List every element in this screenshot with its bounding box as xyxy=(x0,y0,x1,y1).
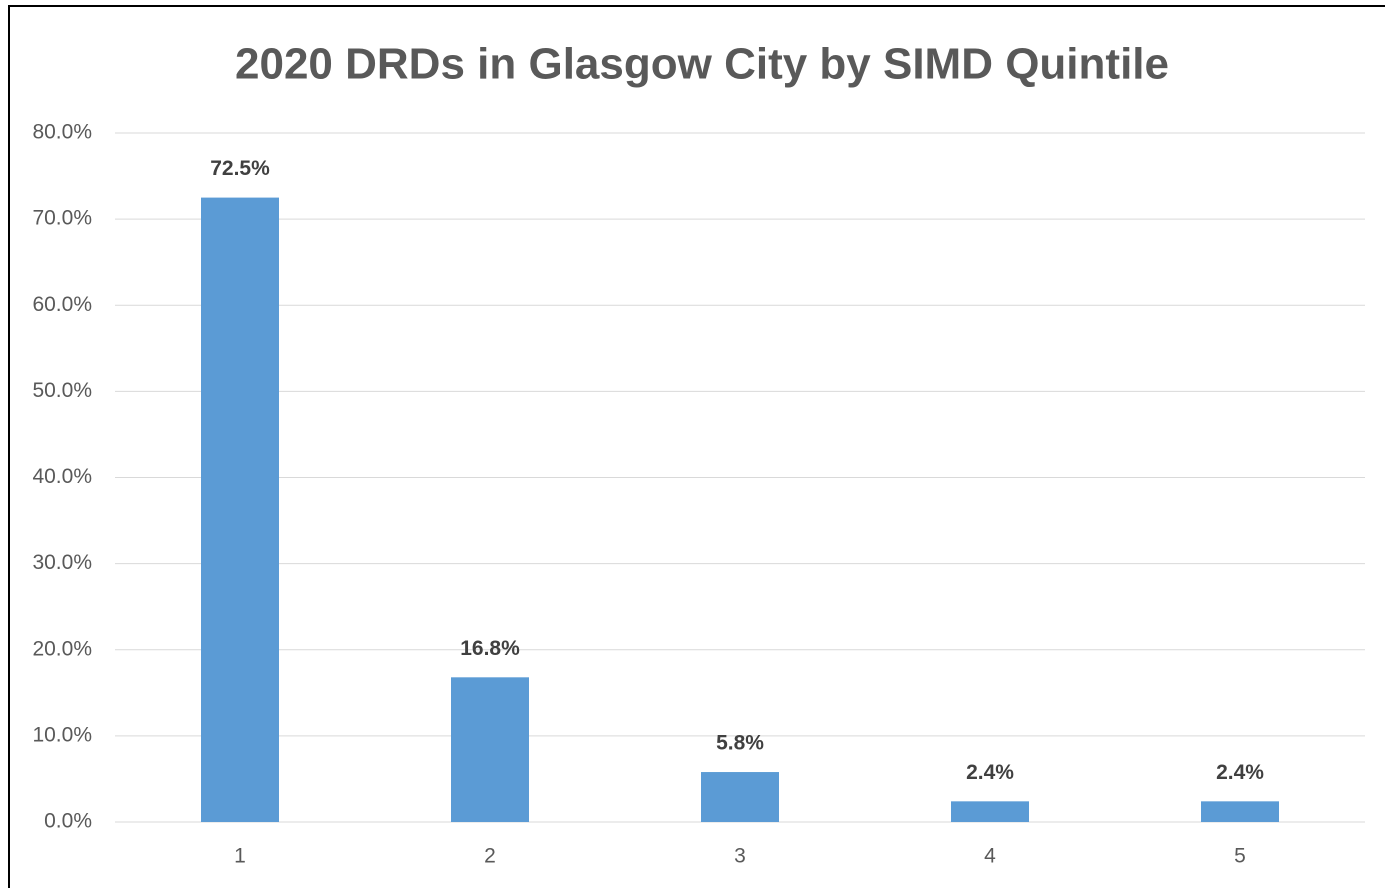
y-tick-label: 30.0% xyxy=(32,551,92,574)
bar xyxy=(1201,801,1279,822)
bar xyxy=(951,801,1029,822)
y-tick-label: 40.0% xyxy=(32,465,92,488)
bar xyxy=(451,677,529,822)
x-tick-label: 1 xyxy=(234,845,246,868)
y-tick-label: 0.0% xyxy=(44,810,92,833)
data-label: 5.8% xyxy=(716,732,764,755)
x-tick-label: 2 xyxy=(484,845,496,868)
x-tick-label: 3 xyxy=(734,845,746,868)
x-tick-label: 4 xyxy=(984,845,996,868)
y-tick-label: 80.0% xyxy=(32,121,92,144)
data-label: 16.8% xyxy=(460,637,520,660)
chart-title: 2020 DRDs in Glasgow City by SIMD Quinti… xyxy=(235,40,1169,89)
y-tick-label: 50.0% xyxy=(32,379,92,402)
x-tick-label: 5 xyxy=(1234,845,1246,868)
bar xyxy=(201,197,279,822)
y-tick-label: 70.0% xyxy=(32,207,92,230)
y-tick-label: 20.0% xyxy=(32,637,92,660)
data-label: 72.5% xyxy=(210,157,270,180)
data-label: 2.4% xyxy=(966,761,1014,784)
bar xyxy=(701,772,779,822)
y-tick-label: 60.0% xyxy=(32,293,92,316)
data-label: 2.4% xyxy=(1216,761,1264,784)
y-tick-label: 10.0% xyxy=(32,723,92,746)
